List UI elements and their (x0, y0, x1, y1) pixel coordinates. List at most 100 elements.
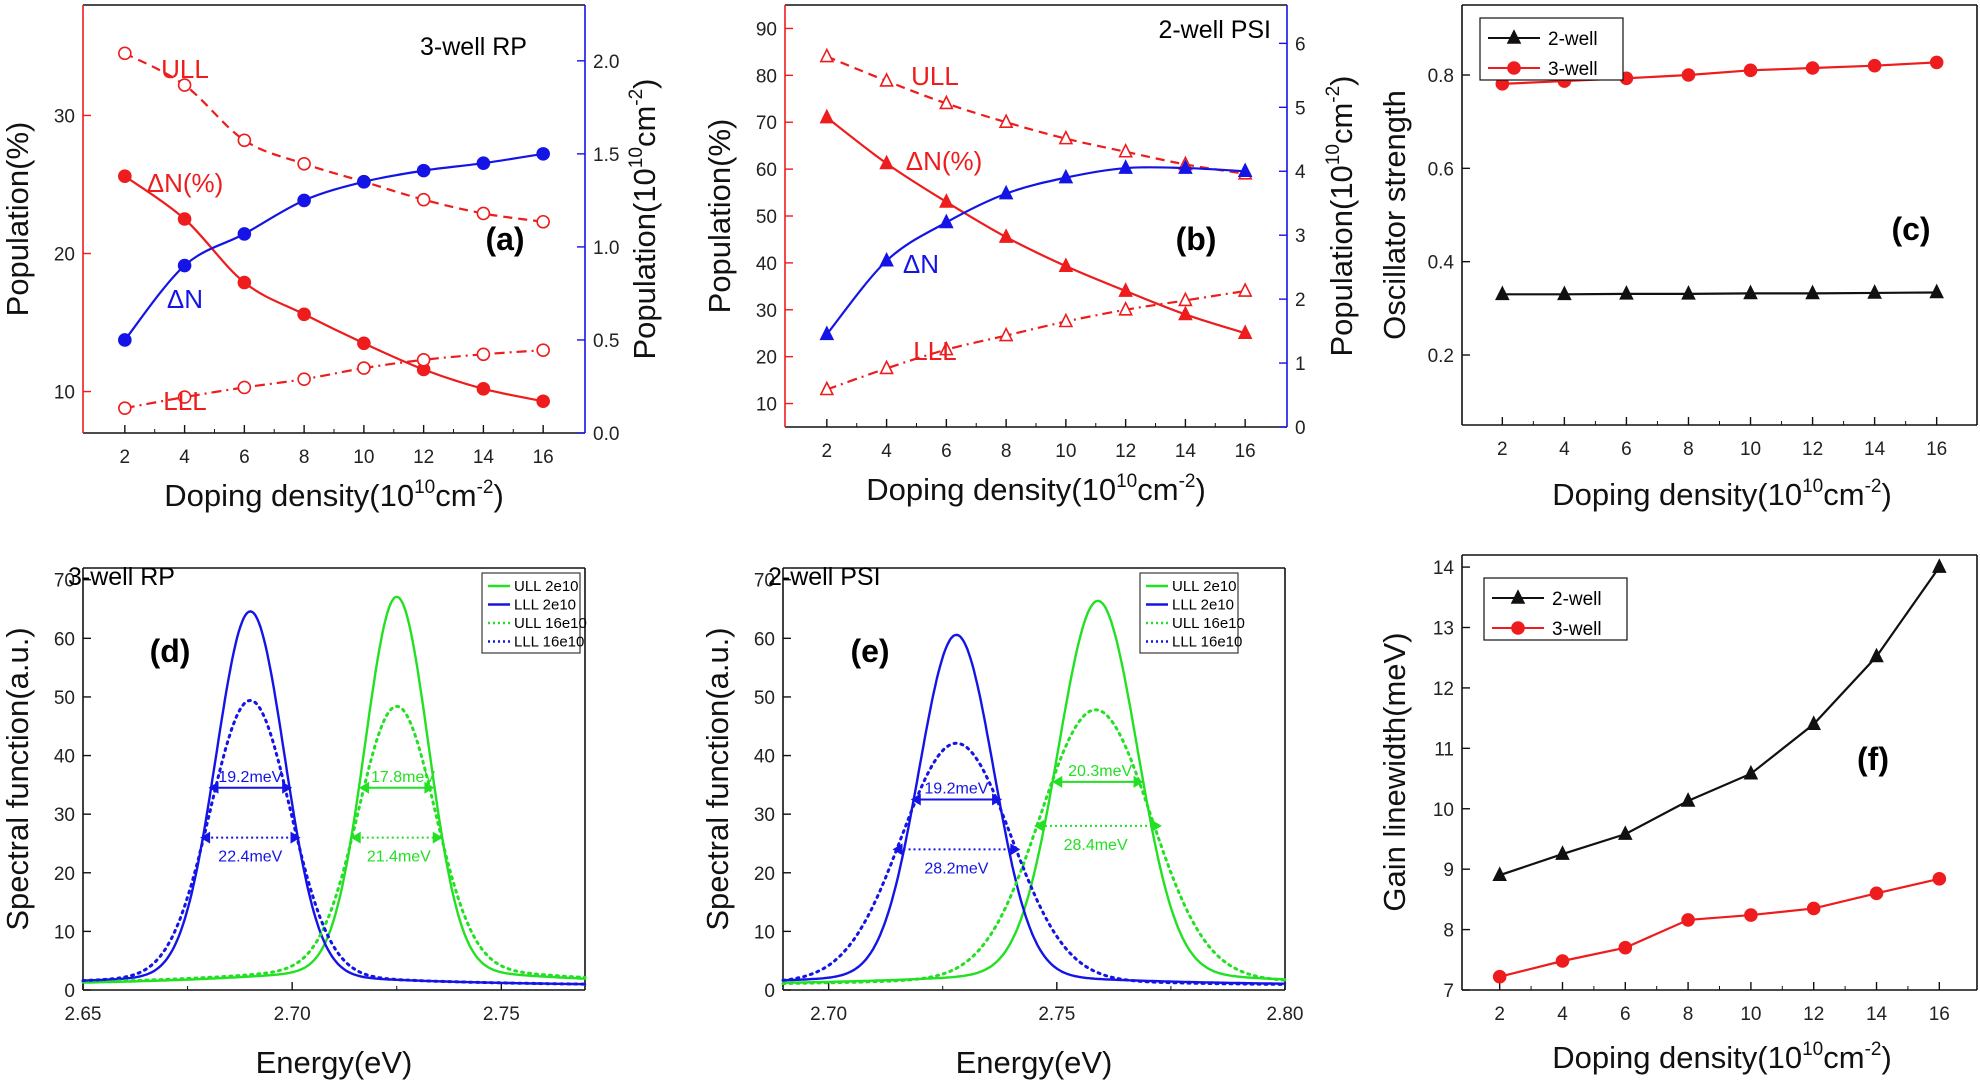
data-point (1743, 63, 1758, 78)
x-tick-label: 8 (1683, 1004, 1694, 1025)
legend-label: 2-well (1548, 29, 1598, 50)
y-left-tick-label: 0 (64, 981, 75, 1002)
y-axis-right-title: Population(1010cm-2) (626, 78, 662, 359)
spectral-curve-3 (81, 698, 587, 986)
y-right-tick-label: 0 (1295, 418, 1306, 439)
data-point (1237, 282, 1253, 297)
legend-box (1483, 577, 1628, 641)
y-left-tick-label: 20 (54, 245, 75, 266)
data-point (1555, 845, 1570, 860)
legend-label: 2-well (1552, 589, 1602, 610)
data-point (1118, 159, 1133, 174)
data-point (1805, 61, 1820, 75)
series-annotation: ΔN (903, 249, 939, 279)
x-tick-label: 12 (1802, 439, 1823, 460)
fwhm-arrowhead (290, 831, 301, 844)
data-point (237, 227, 252, 241)
y-left-tick-label: 20 (756, 348, 777, 369)
series-annotation: ΔN(%) (147, 168, 224, 198)
data-point (1743, 284, 1758, 300)
data-point (1178, 291, 1193, 307)
x-tick-label: 10 (1055, 441, 1076, 462)
panel-f: 2 4 6 8 10 12 14 16 7 8 9 10 11 12 13 14 Doping density(… (1377, 554, 1978, 1075)
x-tick-label: 10 (353, 447, 374, 468)
fwhm-arrowhead (1151, 819, 1162, 832)
data-point (819, 325, 835, 341)
x-tick-label: 6 (239, 447, 250, 468)
spectral-curve-3 (781, 741, 1287, 986)
fwhm-label: 22.4meV (218, 849, 282, 866)
panel-label: (d) (150, 633, 191, 669)
data-point (819, 47, 835, 63)
series-annotation: ΔN (167, 284, 203, 314)
y-right-tick-label: 2.0 (593, 52, 619, 73)
legend: 2-well 3-well (1483, 577, 1628, 641)
legend-label: LLL 2e10 (514, 597, 576, 614)
y-left-tick-label: 70 (754, 571, 775, 592)
data-point (1806, 901, 1821, 916)
y-left-tick-label: 10 (54, 383, 75, 404)
data-point (1867, 58, 1882, 73)
legend-label: ULL 2e10 (514, 578, 579, 595)
y-left-tick-label: 0.6 (1428, 159, 1454, 180)
data-point (939, 340, 954, 356)
series-annotation: LLL (913, 336, 956, 366)
x-axis-title: Doping density(1010cm-2) (1552, 476, 1892, 512)
panel-b: 2 4 6 8 10 12 14 161020304050607080900123456Dop… (702, 4, 1359, 507)
data-point (879, 72, 894, 87)
data-point (939, 193, 954, 208)
data-point (1237, 324, 1253, 340)
fwhm-arrowhead (1010, 843, 1021, 856)
panel-label: (f) (1857, 741, 1889, 777)
panel-title: 2-well PSI (1158, 16, 1271, 44)
data-point (297, 372, 311, 386)
data-point (1681, 68, 1696, 82)
data-point (1495, 285, 1510, 301)
data-point (1680, 792, 1696, 807)
y-left-tick-label: 10 (754, 922, 775, 943)
data-point (998, 228, 1014, 243)
legend-label: ULL 16e10 (1172, 615, 1245, 632)
data-point (1492, 866, 1507, 882)
data-point (879, 359, 894, 375)
data-point (118, 401, 132, 415)
data-point (819, 108, 835, 124)
data-point (237, 380, 252, 395)
x-tick-label: 6 (1620, 1004, 1631, 1025)
y-right-tick-label: 0.5 (593, 331, 619, 352)
legend-label: 3-well (1548, 59, 1598, 80)
x-tick-label: 14 (1866, 1004, 1888, 1025)
data-point (1932, 558, 1947, 573)
panel-label: (b) (1176, 221, 1217, 257)
data-point (1805, 284, 1820, 300)
panel-label: (a) (485, 221, 524, 257)
x-tick-label: 4 (1557, 1004, 1568, 1025)
y-left-tick-label: 30 (756, 301, 777, 322)
y-left-tick-label: 10 (756, 395, 777, 416)
fwhm-arrowhead (1133, 775, 1144, 788)
data-point (998, 113, 1014, 129)
series-annotation: LLL (163, 386, 206, 416)
legend-label: LLL 2e10 (1172, 597, 1234, 614)
data-point (476, 347, 491, 362)
data-point (177, 390, 192, 404)
data-point (1178, 305, 1193, 321)
y-right-tick-label: 5 (1295, 98, 1306, 119)
legend-marker (1507, 61, 1521, 75)
data-point (118, 333, 132, 347)
data-point (416, 353, 431, 367)
y-left-tick-label: 50 (754, 688, 775, 709)
data-point (1869, 886, 1884, 901)
y-left-tick-label: 40 (54, 747, 75, 768)
y-right-tick-label: 1.0 (593, 238, 619, 259)
data-point (939, 94, 954, 110)
data-point (177, 212, 192, 226)
data-point (476, 382, 491, 396)
data-point (1743, 764, 1759, 780)
data-point (1118, 300, 1133, 316)
data-point (1492, 969, 1507, 984)
x-tick-label: 2.80 (1267, 1004, 1304, 1025)
x-axis-title: Doping density(1010cm-2) (1552, 1039, 1892, 1075)
